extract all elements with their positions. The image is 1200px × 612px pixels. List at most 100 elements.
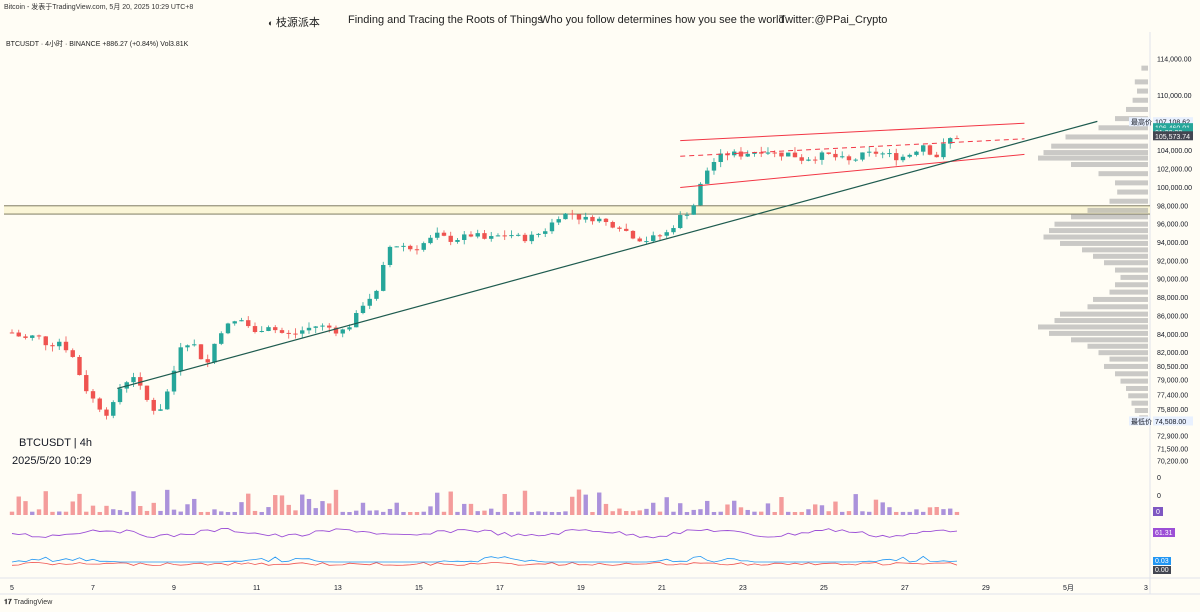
candle-body: [414, 249, 420, 251]
candle-body: [462, 234, 467, 240]
volume-profile-bar: [1098, 350, 1148, 356]
candle-body: [428, 237, 433, 244]
price-label-bg: [1153, 123, 1193, 133]
volume-profile-bar: [1117, 189, 1148, 195]
candle-body: [475, 233, 480, 237]
volume-profile-bar: [1115, 180, 1148, 186]
volume-bar: [853, 494, 858, 515]
volume-bar: [846, 511, 852, 515]
symbol-line[interactable]: BTCUSDT · 4小时 · BINANCE +886.27 (+0.84%)…: [6, 41, 189, 48]
volume-bar: [165, 489, 170, 515]
volume-profile-bar: [1134, 79, 1148, 85]
volume-bar: [813, 504, 818, 515]
time-tick-label: 29: [982, 585, 990, 592]
candle-body: [914, 151, 919, 155]
volume-bar: [799, 511, 804, 515]
volume-bar: [117, 510, 123, 515]
price-tick-label: 110,000.00: [1157, 93, 1192, 100]
candle-body: [198, 344, 204, 360]
time-tick-label: 15: [415, 585, 423, 592]
volume-bar: [887, 507, 892, 515]
candle-body: [104, 409, 109, 416]
volume-bar: [239, 502, 244, 515]
footer-brand[interactable]: 𝟏𝟕 TradingView: [4, 599, 53, 606]
candle-body: [313, 326, 318, 328]
volume-bar: [435, 492, 440, 515]
candle-body: [536, 233, 541, 235]
volume-bar: [482, 510, 487, 515]
volume-bar: [779, 497, 784, 515]
rsi-value-bg: [1153, 528, 1175, 537]
osc-value-bg: [1153, 566, 1171, 574]
volume-bar: [590, 511, 595, 515]
volume-bar: [671, 511, 676, 515]
candle-body: [455, 239, 460, 242]
candle-body: [77, 356, 82, 376]
logo-icon: ◐: [268, 18, 276, 28]
volume-marker-bg: [1153, 507, 1163, 516]
volume-bar: [320, 501, 325, 515]
candle-body: [907, 154, 912, 157]
candle-body: [408, 245, 413, 250]
candle-body: [30, 335, 35, 338]
price-label-tag-bg: [1129, 416, 1151, 426]
candle-body: [860, 152, 865, 160]
price-tick-label: 92,000.00: [1157, 258, 1188, 265]
price-tick-label: 71,500.00: [1157, 447, 1188, 454]
candle-body: [266, 327, 271, 332]
candle-body: [435, 232, 440, 238]
candle-body: [327, 325, 332, 328]
candle-body: [894, 153, 899, 161]
volume-bar: [16, 496, 21, 515]
volume-bar: [192, 498, 197, 515]
candle-body: [502, 235, 507, 237]
volume-profile-bar: [1093, 296, 1148, 302]
candle-body: [225, 323, 231, 334]
volume-profile-bar: [1043, 150, 1148, 156]
candle-body: [590, 216, 595, 222]
volume-profile-bar: [1115, 267, 1148, 273]
volume-bar: [786, 511, 791, 515]
volume-bar: [792, 511, 798, 515]
candle-body: [759, 152, 764, 154]
volume-profile-bar: [1051, 143, 1148, 149]
candle-body: [779, 152, 784, 157]
volume-bar: [111, 509, 116, 515]
price-tick-label: 77,400.00: [1157, 392, 1188, 399]
candle-body: [772, 152, 777, 154]
volume-profile-bar: [1131, 400, 1148, 406]
volume-bar: [718, 511, 723, 515]
candle-body: [273, 327, 278, 331]
volume-profile-bar: [1120, 378, 1148, 384]
candle-body: [684, 214, 690, 216]
candle-body: [448, 235, 453, 242]
volume-profile-bar: [1060, 240, 1148, 246]
volume-bar: [138, 506, 143, 515]
volume-bar: [333, 489, 339, 515]
volume-profile-bar: [1038, 155, 1148, 161]
candle-body: [387, 246, 393, 265]
volume-bar: [617, 508, 622, 515]
price-tick-label: 98,000.00: [1157, 203, 1188, 210]
candle-body: [691, 205, 696, 215]
volume-profile-bar: [1098, 125, 1148, 131]
volume-profile-bar: [1082, 247, 1148, 253]
volume-bar: [131, 491, 136, 515]
candle-body: [354, 313, 359, 328]
candle-body: [421, 243, 426, 250]
candle-body: [826, 152, 831, 154]
candle-body: [360, 305, 366, 314]
volume-bar: [536, 511, 541, 515]
candle-body: [212, 343, 217, 363]
candle-body: [529, 234, 534, 242]
candle-body: [374, 290, 379, 299]
candle-body: [617, 227, 622, 229]
volume-bar: [489, 508, 494, 515]
time-tick-label: 25: [820, 585, 828, 592]
channel-middle-line: [680, 138, 1025, 157]
candle-body: [340, 329, 345, 334]
watermark-datetime: 2025/5/20 10:29: [12, 455, 92, 467]
candle-body: [671, 228, 676, 233]
window-title: Bitcoin - 发表于TradingView.com, 5月 20, 202…: [4, 4, 194, 11]
